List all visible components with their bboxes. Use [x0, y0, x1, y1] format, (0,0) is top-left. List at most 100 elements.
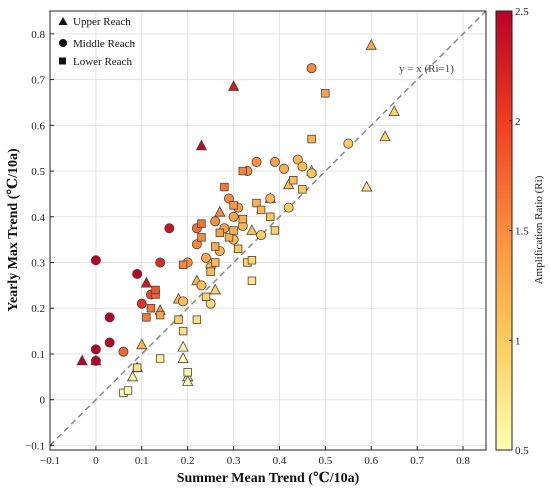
circle-marker: [283, 202, 294, 213]
circle-marker: [90, 344, 101, 355]
x-tick-label: 0.4: [273, 455, 287, 467]
square-marker: [238, 166, 247, 176]
square-marker: [256, 205, 266, 215]
circle-marker: [132, 268, 143, 279]
x-axis-label: Summer Mean Trend (℃/10a): [177, 471, 360, 486]
circle-marker: [155, 257, 166, 268]
square-marker: [298, 185, 307, 194]
legend-circle-marker: [59, 39, 67, 47]
colorbar-tick-label: 2: [515, 116, 521, 128]
square-marker: [252, 198, 261, 208]
circle-marker: [118, 346, 129, 357]
circle-marker: [292, 154, 303, 165]
circle-marker: [265, 193, 276, 204]
y-tick-label: 0.3: [31, 258, 45, 270]
square-marker: [197, 233, 206, 242]
square-marker: [233, 244, 243, 253]
circle-marker: [178, 296, 189, 307]
legend-label-middle: Middle Reach: [73, 38, 136, 50]
x-tick-label: 0.3: [227, 455, 241, 467]
square-marker: [142, 313, 151, 322]
square-marker: [155, 310, 165, 320]
legend-triangle-marker: [58, 17, 68, 25]
circle-marker: [306, 168, 317, 179]
y-axis-label: Yearly Max Trend (℃/10a): [6, 148, 21, 312]
square-marker: [229, 201, 238, 210]
y-tick-label: 0.7: [31, 75, 45, 87]
square-marker: [307, 134, 316, 144]
y-tick-label: 0: [40, 395, 46, 407]
square-marker: [123, 386, 133, 395]
square-marker: [224, 233, 234, 242]
circle-marker: [210, 216, 221, 227]
x-axis-ticks: −0.1 0 0.1 0.2 0.3 0.4 0.5 0.6 0.7 0.8: [40, 446, 470, 467]
square-marker: [321, 89, 330, 98]
data-points: [76, 38, 400, 398]
square-marker: [197, 219, 206, 228]
triangle-marker: [136, 338, 148, 350]
triangle-marker: [365, 38, 377, 50]
y-axis-ticks: −0.1 0 0.1 0.2 0.3 0.4 0.5 0.6 0.7 0.8: [25, 29, 54, 452]
circle-marker: [228, 211, 239, 222]
x-tick-label: 0.7: [410, 455, 424, 467]
legend-square-marker: [59, 57, 66, 65]
square-marker: [289, 175, 298, 185]
square-marker: [132, 363, 142, 372]
x-tick-label: 0.2: [181, 455, 195, 467]
x-tick-label: 0.5: [318, 455, 332, 467]
legend-label-upper: Upper Reach: [73, 16, 131, 28]
circle-marker: [136, 298, 147, 309]
square-marker: [270, 226, 280, 235]
circle-marker: [104, 337, 115, 348]
square-marker: [247, 256, 257, 265]
colorbar-tick-label: 1: [515, 335, 521, 347]
colorbar-tick-label: 0.5: [515, 445, 529, 457]
square-marker: [229, 226, 238, 235]
circle-marker: [223, 193, 234, 204]
circle-marker: [196, 280, 207, 291]
circle-marker: [104, 312, 115, 323]
legend: Upper Reach Middle Reach Lower Reach: [58, 16, 136, 68]
square-marker: [174, 315, 183, 324]
y-tick-label: 0.6: [31, 120, 45, 132]
square-marker: [266, 212, 275, 221]
square-marker: [206, 267, 215, 276]
triangle-marker: [246, 224, 258, 235]
circle-marker: [297, 161, 308, 172]
square-marker: [192, 315, 202, 324]
square-marker: [211, 258, 220, 267]
x-tick-label: 0: [93, 455, 99, 467]
circle-marker: [205, 298, 216, 309]
y-tick-label: 0.1: [31, 349, 45, 361]
square-marker: [201, 292, 211, 302]
y-tick-label: 0.2: [31, 303, 45, 315]
circle-marker: [164, 223, 175, 234]
x-tick-label: 0.8: [456, 455, 470, 467]
colorbar-tick-label: 1.5: [515, 226, 529, 238]
reference-line-label: y = x (Ri=1): [399, 63, 454, 75]
square-marker: [146, 304, 156, 313]
circle-marker: [269, 156, 280, 167]
square-marker: [215, 228, 225, 237]
triangle-marker: [388, 105, 400, 117]
circle-marker: [306, 63, 317, 74]
triangle-marker: [227, 80, 240, 91]
y-tick-label: 0.8: [31, 29, 45, 41]
square-marker: [151, 285, 160, 295]
square-marker: [238, 214, 247, 224]
x-tick-label: 0.1: [135, 455, 149, 467]
square-marker: [155, 354, 165, 363]
x-tick-label: −0.1: [40, 455, 60, 467]
triangle-marker: [195, 139, 208, 151]
circle-marker: [251, 156, 262, 167]
circle-marker: [343, 138, 354, 149]
plot-frame: [49, 10, 487, 451]
legend-label-lower: Lower Reach: [73, 56, 132, 68]
square-marker: [220, 182, 229, 192]
triangle-marker: [379, 130, 391, 142]
grid-lines: [49, 11, 486, 450]
triangle-marker: [76, 354, 88, 366]
circle-marker: [201, 252, 212, 263]
colorbar-label: Amplification Ratio (Ri): [533, 175, 545, 284]
